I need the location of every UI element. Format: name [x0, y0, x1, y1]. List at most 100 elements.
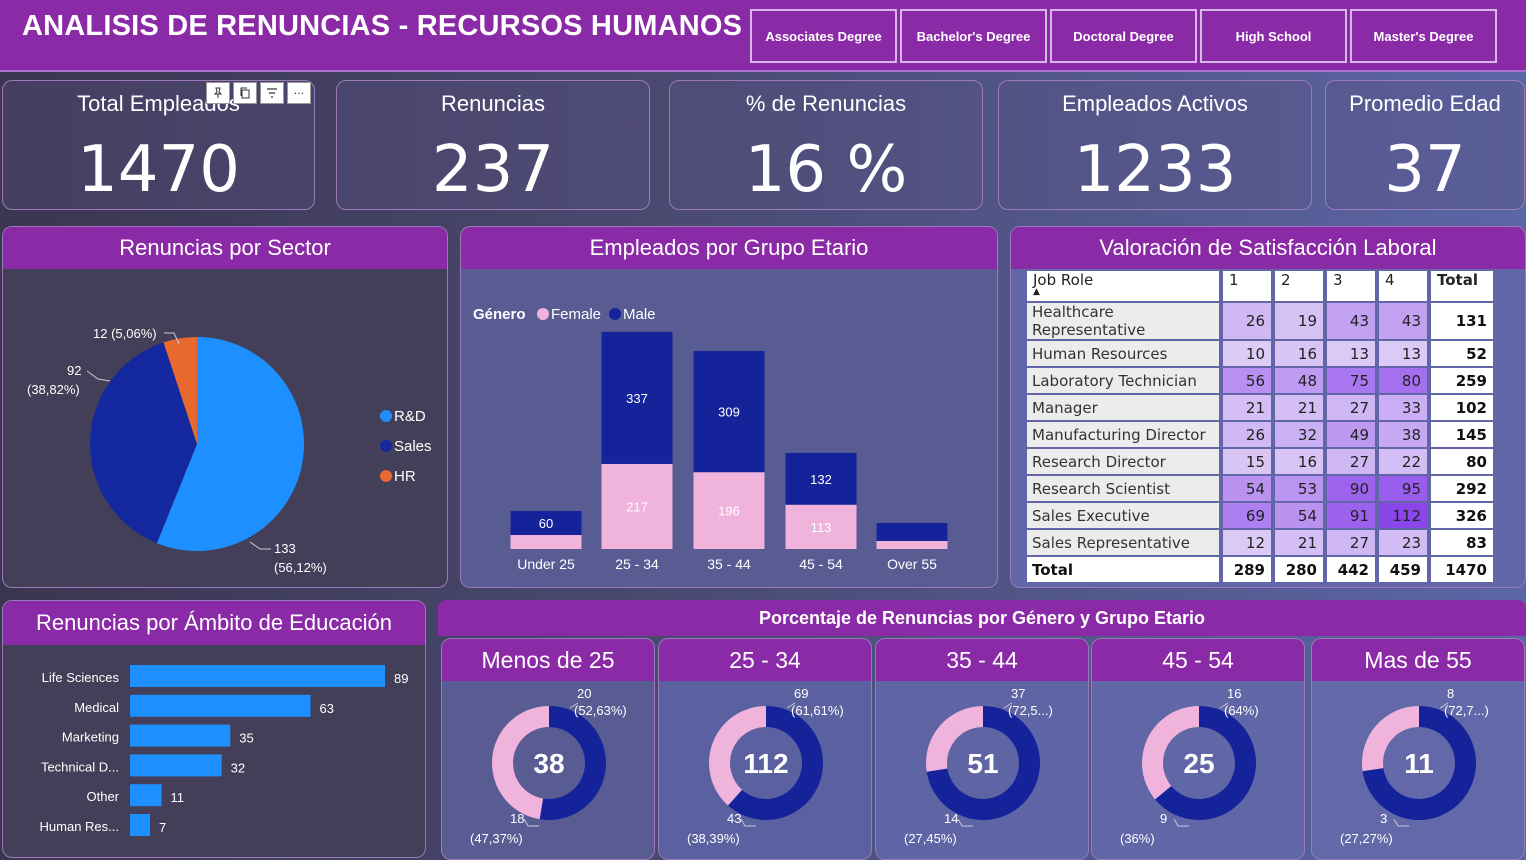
donut-center-value: 38	[533, 748, 564, 779]
legend-male-marker[interactable]	[609, 308, 621, 320]
donut-segment-female[interactable]	[492, 706, 549, 820]
slicer-doctoral-degree[interactable]: Doctoral Degree	[1050, 9, 1197, 63]
donut-segment-male[interactable]	[728, 706, 823, 820]
pie-slice-hr[interactable]	[163, 337, 197, 444]
matrix-header-total[interactable]: Total	[1431, 271, 1493, 301]
matrix-cell-value: 10	[1223, 341, 1271, 366]
slicer-associates-degree[interactable]: Associates Degree	[750, 9, 897, 63]
hbar-bar[interactable]	[130, 665, 385, 687]
donut-segment-male[interactable]	[1362, 706, 1476, 820]
bar-male[interactable]	[876, 523, 948, 541]
more-icon[interactable]: ···	[287, 82, 311, 104]
x-tick-label: Under 25	[517, 556, 575, 572]
hbar-bar[interactable]	[130, 754, 222, 777]
x-tick-label: 35 - 44	[707, 556, 751, 572]
pin-icon[interactable]	[206, 82, 230, 104]
bar-female[interactable]	[785, 504, 857, 549]
legend-male[interactable]: Male	[623, 306, 656, 323]
pie-slice-sales[interactable]	[89, 342, 197, 544]
matrix-cell-value: 95	[1379, 476, 1427, 501]
donut-segment-female[interactable]	[709, 706, 766, 806]
donut-card-title: Menos de 25	[442, 639, 654, 681]
donut-label-female: 3	[1380, 811, 1387, 826]
x-tick-label: 25 - 34	[615, 556, 659, 572]
donut-label-female-pct: (27,45%)	[904, 831, 957, 846]
matrix-row[interactable]: Manufacturing Director 26 32 49 38 145	[1027, 422, 1493, 447]
slicer-masters-degree[interactable]: Master's Degree	[1350, 9, 1497, 63]
legend-female[interactable]: Female	[551, 306, 601, 323]
legend-hr[interactable]: HR	[394, 468, 416, 485]
matrix-row[interactable]: Laboratory Technician 56 48 75 80 259	[1027, 368, 1493, 393]
legend-sales-marker[interactable]	[380, 440, 392, 452]
matrix-cell-value: 21	[1275, 395, 1323, 420]
bar-female[interactable]	[510, 535, 582, 549]
panel-valoracion-satisfaccion: Valoración de Satisfacción Laboral Job R…	[1010, 226, 1526, 588]
hbar-bar[interactable]	[130, 814, 151, 836]
bar-male[interactable]	[693, 351, 765, 473]
donut-label-male-pct: (64%)	[1224, 703, 1259, 718]
donut-card[interactable]: Menos de 25 38 20 (52,63%) 18 (47,37%)	[441, 638, 655, 860]
matrix-total-label: Total	[1027, 557, 1219, 582]
donut-card[interactable]: 45 - 54 25 16 (64%) 9 (36%)	[1091, 638, 1305, 860]
bar-female[interactable]	[601, 463, 673, 549]
donut-segment-female[interactable]	[926, 706, 983, 772]
hbar-bar[interactable]	[130, 694, 311, 717]
hbar-bar[interactable]	[130, 784, 162, 807]
matrix-row[interactable]: Sales Representative 12 21 27 23 83	[1027, 530, 1493, 555]
copy-icon[interactable]	[233, 82, 257, 104]
matrix-row[interactable]: Manager 21 21 27 33 102	[1027, 395, 1493, 420]
donut-card[interactable]: 25 - 34 112 69 (61,61%) 43 (38,39%)	[658, 638, 872, 860]
donut-segment-female[interactable]	[1142, 706, 1199, 800]
matrix-row[interactable]: Research Director 15 16 27 22 80	[1027, 449, 1493, 474]
hbar-value-label: 63	[320, 701, 334, 716]
donut-chart: 11 8 (72,7...) 3 (27,27%)	[1340, 686, 1489, 846]
matrix-row[interactable]: Healthcare Representative 26 19 43 43 131	[1027, 303, 1493, 339]
matrix-cell-value: 48	[1275, 368, 1323, 393]
slicer-bachelors-degree[interactable]: Bachelor's Degree	[900, 9, 1047, 63]
panel-title: Renuncias por Sector	[3, 227, 447, 269]
matrix-cell-value: 27	[1327, 395, 1375, 420]
bar-female[interactable]	[876, 541, 948, 549]
legend-rnd-marker[interactable]	[380, 410, 392, 422]
bar-male[interactable]	[510, 511, 582, 535]
matrix-header-2[interactable]: 2	[1275, 271, 1323, 301]
kpi-renuncias[interactable]: Renuncias 237	[336, 80, 650, 210]
kpi-title: % de Renuncias	[745, 91, 907, 116]
slicer-high-school[interactable]: High School	[1200, 9, 1347, 63]
matrix-row[interactable]: Sales Executive 69 54 91 112 326	[1027, 503, 1493, 528]
legend-rnd[interactable]: R&D	[394, 408, 426, 425]
matrix-cell-value: 38	[1379, 422, 1427, 447]
donut-card[interactable]: Mas de 55 11 8 (72,7...) 3 (27,27%)	[1311, 638, 1525, 860]
hbar-bar[interactable]	[130, 724, 231, 747]
legend-female-marker[interactable]	[537, 308, 549, 320]
donut-segment-female[interactable]	[1362, 706, 1419, 772]
kpi-promedio-edad[interactable]: Promedio Edad 37	[1325, 80, 1525, 210]
bar-female[interactable]	[693, 472, 765, 549]
bar-male[interactable]	[601, 331, 673, 464]
matrix-header-1[interactable]: 1	[1223, 271, 1271, 301]
matrix-cell-role: Sales Executive	[1027, 503, 1219, 528]
kpi-pct-renuncias[interactable]: % de Renuncias 16 %	[669, 80, 983, 210]
matrix-cell-total: 80	[1431, 449, 1493, 474]
matrix-cell-value: 32	[1275, 422, 1323, 447]
pie-label-pct: (56,12%)	[274, 560, 327, 575]
matrix-header-4[interactable]: 4	[1379, 271, 1427, 301]
matrix-header-job-role[interactable]: Job Role ▲	[1027, 271, 1219, 301]
filter-icon[interactable]	[260, 82, 284, 104]
matrix-row[interactable]: Research Scientist 54 53 90 95 292	[1027, 476, 1493, 501]
donut-segment-male[interactable]	[1155, 706, 1256, 820]
legend-sales[interactable]: Sales	[394, 438, 432, 455]
kpi-empleados-activos[interactable]: Empleados Activos 1233	[998, 80, 1312, 210]
bar-male[interactable]	[785, 452, 857, 505]
matrix-total-value: 442	[1327, 557, 1375, 582]
matrix-row[interactable]: Human Resources 10 16 13 13 52	[1027, 341, 1493, 366]
y-tick-label: Medical	[74, 700, 119, 715]
donut-label-male: 20	[577, 686, 591, 701]
donut-segment-male[interactable]	[539, 706, 606, 820]
matrix-header-3[interactable]: 3	[1327, 271, 1375, 301]
legend-hr-marker[interactable]	[380, 470, 392, 482]
pie-slice-rnd[interactable]	[156, 337, 305, 551]
y-tick-label: Technical D...	[41, 759, 119, 774]
donut-segment-male[interactable]	[926, 706, 1040, 820]
donut-card[interactable]: 35 - 44 51 37 (72,5...) 14 (27,45%)	[875, 638, 1089, 860]
